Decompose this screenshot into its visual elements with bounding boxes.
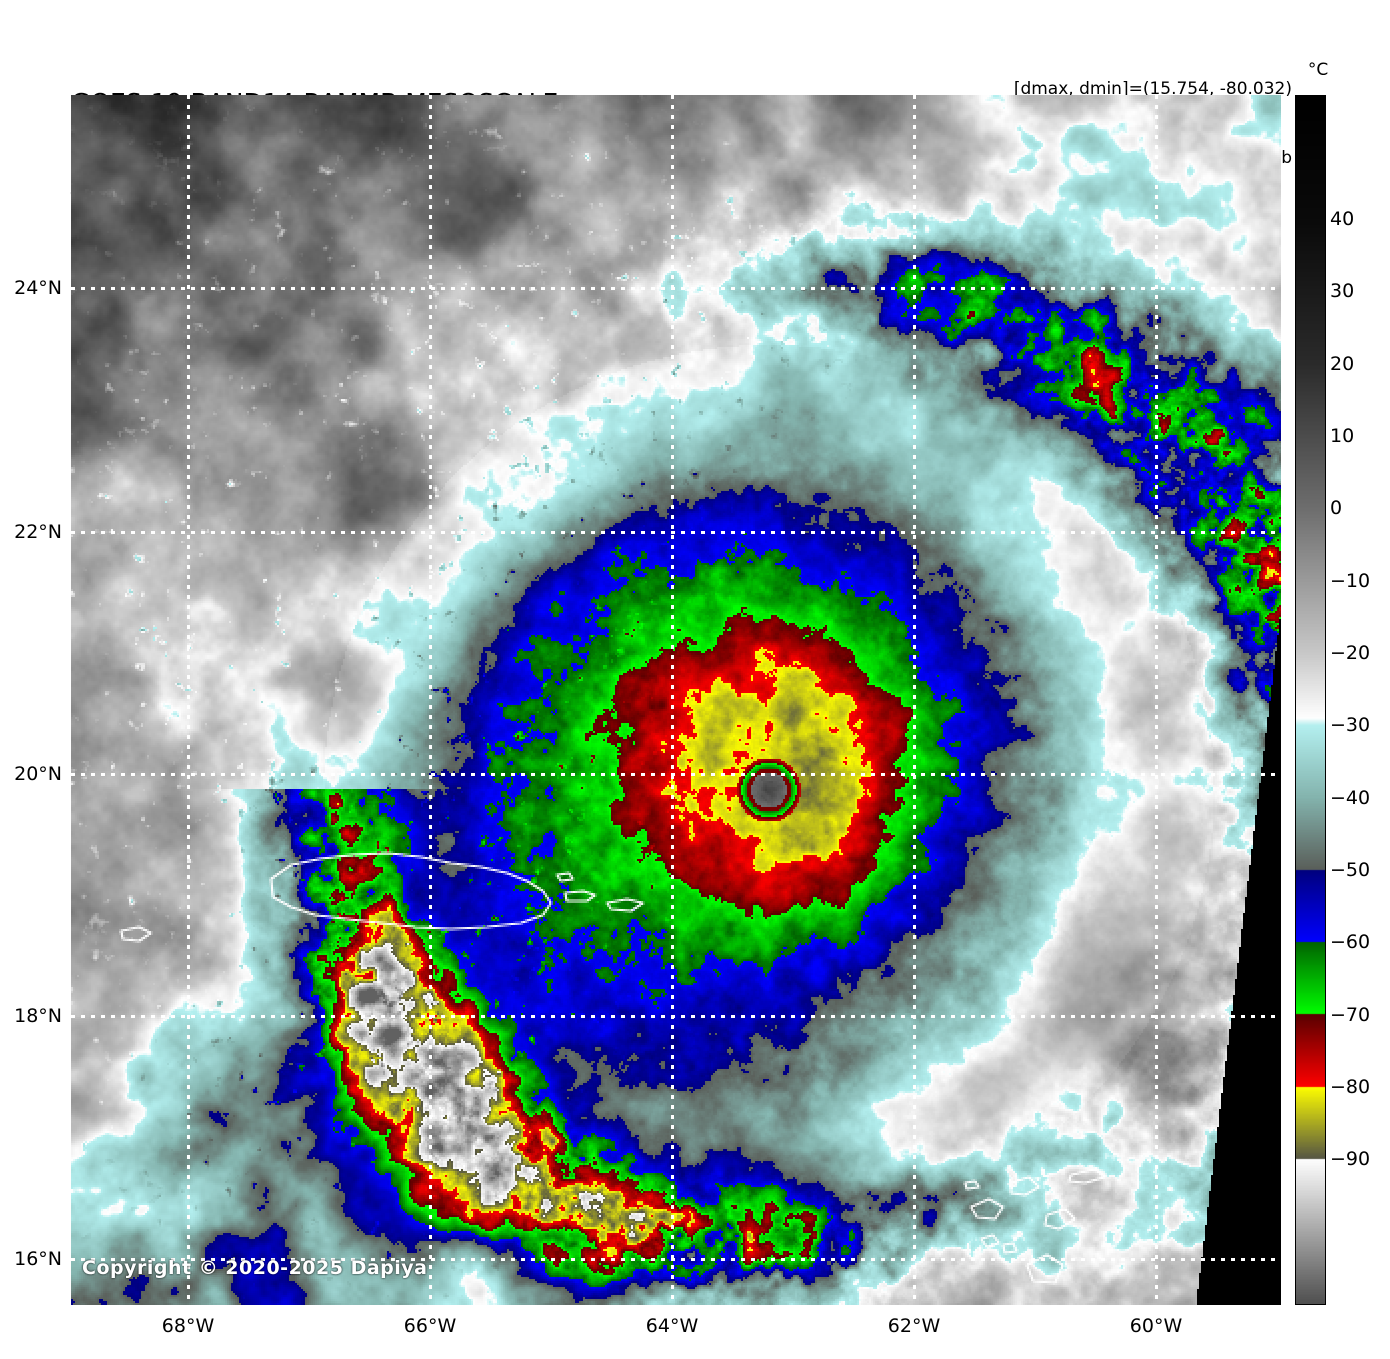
colorbar-tick-label: −10 xyxy=(1330,569,1371,592)
colorbar-tick-label: −50 xyxy=(1330,858,1371,881)
colorbar-tick-label: 0 xyxy=(1330,497,1343,520)
colorbar-tick-label: −60 xyxy=(1330,931,1371,954)
colorbar-tick-label: −90 xyxy=(1330,1148,1371,1171)
colorbar-tick-label: 30 xyxy=(1330,280,1355,303)
longitude-tick-label: 68°W xyxy=(161,1315,215,1337)
colorbar-tick-label: −30 xyxy=(1330,714,1371,737)
colorbar-tick-label: −70 xyxy=(1330,1003,1371,1026)
satellite-canvas xyxy=(71,95,1281,1305)
colorbar-tick-label: −20 xyxy=(1330,641,1371,664)
colorbar-gradient xyxy=(1295,95,1326,1305)
colorbar-tick-label: 40 xyxy=(1330,207,1355,230)
longitude-tick-label: 60°W xyxy=(1129,1315,1183,1337)
colorbar-tick-label: −40 xyxy=(1330,786,1371,809)
longitude-tick-label: 66°W xyxy=(403,1315,457,1337)
longitude-tick-label: 62°W xyxy=(887,1315,941,1337)
longitude-tick-label: 64°W xyxy=(645,1315,699,1337)
dmax-dmin-label: [dmax, dmin]=(15.754, -80.032) xyxy=(1013,79,1292,99)
colorbar-unit-label: °C xyxy=(1307,60,1329,80)
copyright-notice: Copyright © 2020-2025 Dapiya xyxy=(82,1257,428,1279)
colorbar-tick-label: 20 xyxy=(1330,352,1355,375)
colorbar xyxy=(1295,95,1326,1305)
satellite-imagery xyxy=(71,95,1281,1305)
colorbar-tick-label: −80 xyxy=(1330,1075,1371,1098)
satellite-plot-area: Copyright © 2020-2025 Dapiya xyxy=(71,95,1281,1305)
colorbar-canvas xyxy=(1296,96,1325,1304)
colorbar-tick-label: 10 xyxy=(1330,424,1355,447)
